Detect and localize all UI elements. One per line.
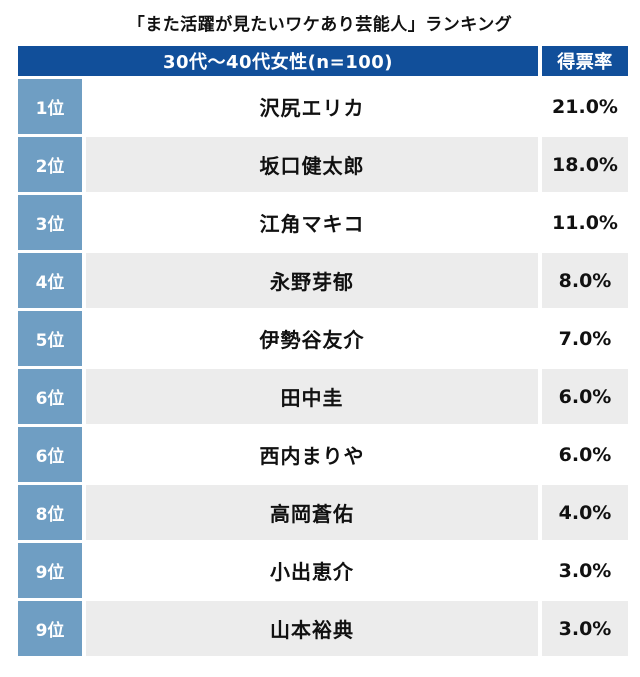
pct-cell: 21.0%	[542, 79, 628, 134]
name-cell: 高岡蒼佑	[86, 485, 538, 540]
ranking-table: 30代〜40代女性(n=100) 得票率 1位 沢尻エリカ 21.0% 2位 坂…	[14, 43, 632, 659]
column-header-group: 30代〜40代女性(n=100)	[18, 46, 538, 76]
table-row: 6位 西内まりや 6.0%	[18, 427, 628, 482]
rank-cell: 1位	[18, 79, 82, 134]
rank-cell: 4位	[18, 253, 82, 308]
page-title: 「また活躍が見たいワケあり芸能人」ランキング	[127, 15, 513, 35]
name-cell: 伊勢谷友介	[86, 311, 538, 366]
pct-cell: 4.0%	[542, 485, 628, 540]
table-header: 30代〜40代女性(n=100) 得票率	[18, 46, 628, 76]
table-row: 9位 山本裕典 3.0%	[18, 601, 628, 656]
pct-cell: 3.0%	[542, 543, 628, 598]
table-row: 2位 坂口健太郎 18.0%	[18, 137, 628, 192]
table-row: 3位 江角マキコ 11.0%	[18, 195, 628, 250]
rank-cell: 9位	[18, 601, 82, 656]
name-cell: 田中圭	[86, 369, 538, 424]
table-row: 6位 田中圭 6.0%	[18, 369, 628, 424]
rank-cell: 3位	[18, 195, 82, 250]
rank-cell: 9位	[18, 543, 82, 598]
rank-cell: 6位	[18, 369, 82, 424]
name-cell: 山本裕典	[86, 601, 538, 656]
name-cell: 西内まりや	[86, 427, 538, 482]
rank-cell: 2位	[18, 137, 82, 192]
pct-cell: 7.0%	[542, 311, 628, 366]
pct-cell: 6.0%	[542, 369, 628, 424]
table-row: 5位 伊勢谷友介 7.0%	[18, 311, 628, 366]
pct-cell: 3.0%	[542, 601, 628, 656]
rank-cell: 5位	[18, 311, 82, 366]
pct-cell: 18.0%	[542, 137, 628, 192]
table-row: 1位 沢尻エリカ 21.0%	[18, 79, 628, 134]
pct-cell: 8.0%	[542, 253, 628, 308]
name-cell: 小出恵介	[86, 543, 538, 598]
table-row: 4位 永野芽郁 8.0%	[18, 253, 628, 308]
pct-cell: 6.0%	[542, 427, 628, 482]
rank-cell: 6位	[18, 427, 82, 482]
name-cell: 永野芽郁	[86, 253, 538, 308]
name-cell: 坂口健太郎	[86, 137, 538, 192]
pct-cell: 11.0%	[542, 195, 628, 250]
rank-cell: 8位	[18, 485, 82, 540]
ranking-rows: 1位 沢尻エリカ 21.0% 2位 坂口健太郎 18.0% 3位 江角マキコ 1…	[18, 79, 628, 656]
name-cell: 沢尻エリカ	[86, 79, 538, 134]
name-cell: 江角マキコ	[86, 195, 538, 250]
column-header-vote-rate: 得票率	[542, 46, 628, 76]
table-row: 8位 高岡蒼佑 4.0%	[18, 485, 628, 540]
table-row: 9位 小出恵介 3.0%	[18, 543, 628, 598]
